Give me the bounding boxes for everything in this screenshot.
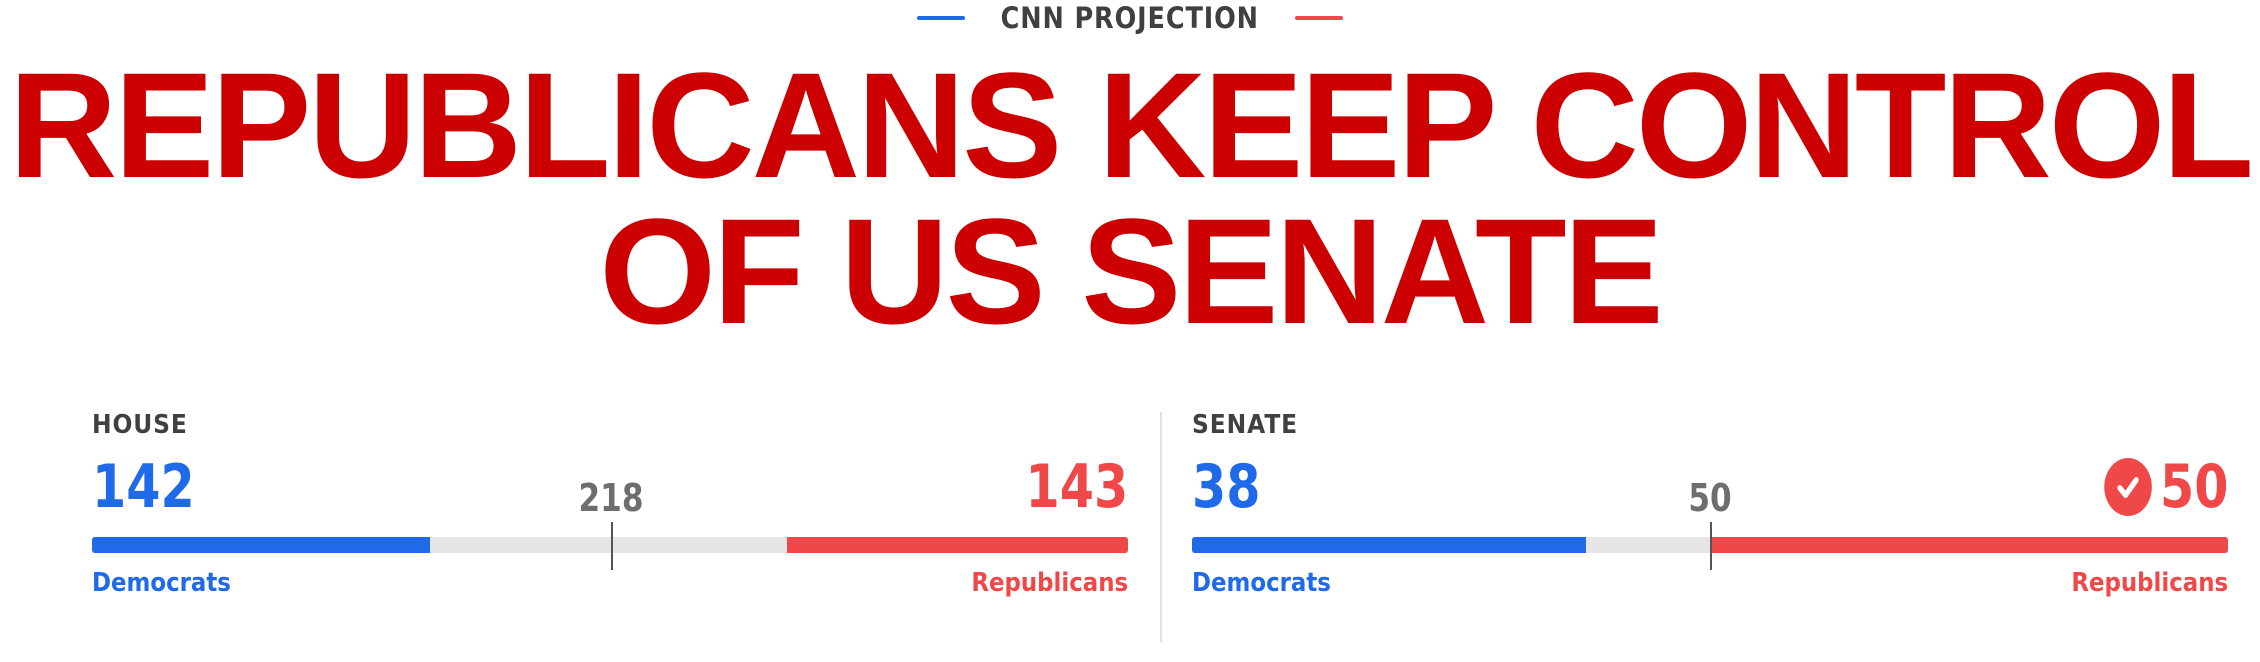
senate-rep-count-wrap: 50 [2103,452,2228,522]
senate-majority-marker [1710,522,1712,570]
house-threshold: 218 [578,476,644,520]
checkmark-circle-icon [2103,458,2152,516]
senate-label: SENATE [1192,410,1299,440]
senate-dem-count: 38 [1192,452,1261,522]
house-rep-count-wrap: 143 [1025,452,1128,522]
headline-line-1: REPUBLICANS KEEP CONTROL [8,41,2254,209]
kicker-text: CNN PROJECTION [1000,1,1260,35]
senate-dem-bar [1192,537,1586,553]
house-dem-label: Democrats [92,568,231,598]
house-rep-label: Republicans [971,568,1128,598]
house-dem-bar [92,537,431,553]
kicker-rule-left [917,16,966,20]
senate-dem-label: Democrats [1192,568,1331,598]
house-majority-marker [611,522,614,570]
house-rep-bar [787,537,1128,553]
senate-rep-bar [1710,537,2228,553]
senate-threshold: 50 [1688,476,1732,520]
senate-results-panel[interactable]: SENATE 38 50 50 Democrats Republicans [1192,400,2228,662]
house-rep-count: 143 [1025,452,1128,522]
headline-line-2: OF US SENATE [599,187,1663,355]
house-label: HOUSE [92,410,188,440]
senate-rep-count: 50 [2159,452,2228,522]
house-seat-bar [92,537,1128,553]
house-dem-count: 142 [92,452,195,522]
headline: REPUBLICANS KEEP CONTROL OF US SENATE [0,50,2260,346]
senate-rep-label: Republicans [2071,568,2228,598]
panel-divider [1160,412,1162,642]
kicker-rule-right [1294,16,1343,20]
projection-kicker: CNN PROJECTION [0,0,2260,36]
house-results-panel[interactable]: HOUSE 142 218 143 Democrats Republicans [92,400,1128,662]
